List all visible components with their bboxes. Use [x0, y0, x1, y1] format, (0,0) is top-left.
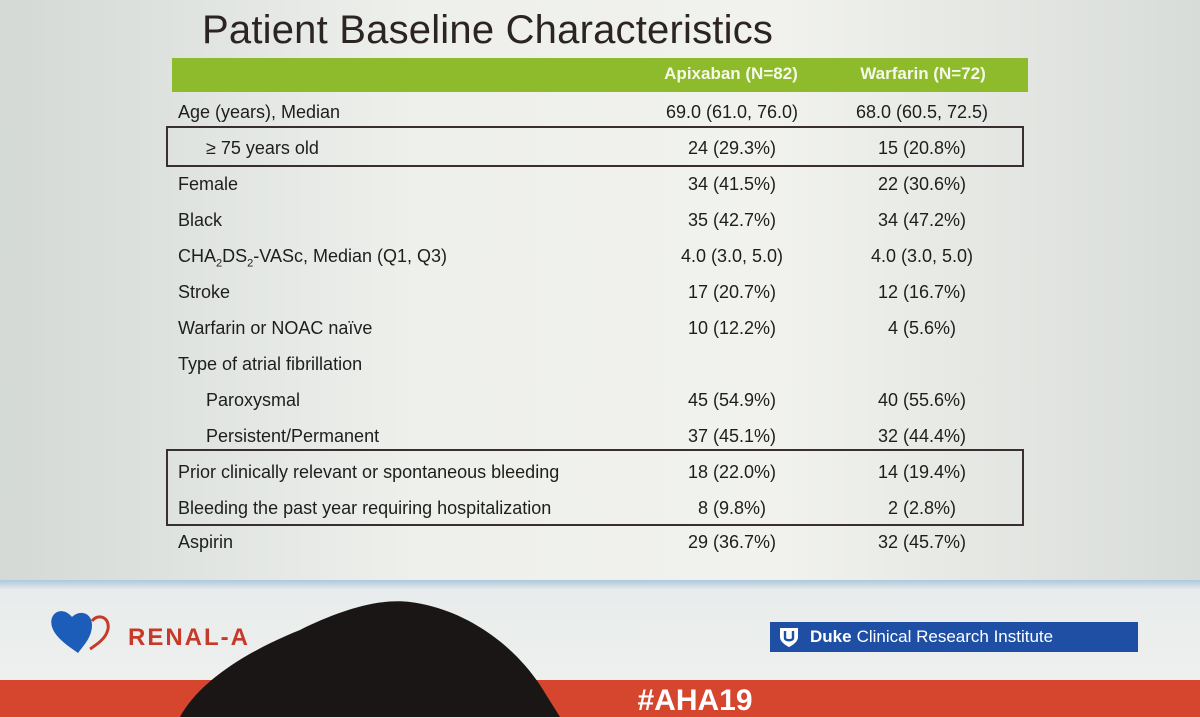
row-label: Persistent/Permanent	[206, 426, 380, 446]
label-part: CHA	[178, 246, 217, 266]
table-row: Aspirin 29 (36.7%) 32 (45.7%)	[172, 525, 1028, 561]
apixaban-value: 34 (41.5%)	[687, 174, 777, 194]
trial-logo-text: RENAL-A	[128, 624, 250, 651]
highlight-box-bleeding	[166, 449, 1024, 526]
conference-hashtag: #AHA19	[637, 684, 753, 717]
warfarin-value: 4.0 (3.0, 5.0)	[870, 246, 974, 266]
row-label: Type of atrial fibrillation	[178, 354, 363, 374]
label-subscript: 2	[216, 257, 223, 270]
apixaban-value: 10 (12.2%)	[687, 318, 777, 338]
table-row: Age (years), Median 69.0 (61.0, 76.0) 68…	[172, 95, 1028, 131]
table-row: CHA2DS2-VASc, Median (Q1, Q3) 4.0 (3.0, …	[172, 239, 1028, 275]
table-row: Prior clinically relevant or spontaneous…	[172, 455, 1028, 491]
table-row: Paroxysmal 45 (54.9%) 40 (55.6%)	[172, 383, 1028, 419]
warfarin-value: 2 (2.8%)	[887, 498, 957, 518]
warfarin-value: 34 (47.2%)	[877, 210, 967, 230]
row-label: Female	[178, 174, 239, 194]
apixaban-value: 35 (42.7%)	[687, 210, 777, 230]
label-part: DS	[222, 246, 248, 266]
table-row: Warfarin or NOAC naïve 10 (12.2%) 4 (5.6…	[172, 311, 1028, 347]
table-row: Bleeding the past year requiring hospita…	[172, 491, 1028, 527]
table-row: ≥ 75 years old 24 (29.3%) 15 (20.8%)	[172, 131, 1028, 167]
apixaban-value: 37 (45.1%)	[687, 426, 777, 446]
row-label: Bleeding the past year requiring hospita…	[178, 498, 552, 518]
row-label: Stroke	[178, 282, 231, 302]
row-label: Warfarin or NOAC naïve	[178, 318, 373, 338]
warfarin-value: 14 (19.4%)	[877, 462, 967, 482]
highlight-box-age75	[166, 126, 1024, 167]
apixaban-value: 24 (29.3%)	[687, 138, 777, 158]
apixaban-value: 18 (22.0%)	[687, 462, 777, 482]
table-row: Black 35 (42.7%) 34 (47.2%)	[172, 203, 1028, 239]
row-label: Paroxysmal	[206, 390, 301, 410]
apixaban-value: 29 (36.7%)	[687, 532, 777, 552]
label-part: -VASc, Median (Q1, Q3)	[253, 246, 448, 266]
institute-name-bold: Duke	[810, 627, 852, 646]
table-header-bar	[172, 58, 1028, 92]
warfarin-value: 40 (55.6%)	[877, 390, 967, 410]
warfarin-value: 22 (30.6%)	[877, 174, 967, 194]
row-label: Prior clinically relevant or spontaneous…	[178, 462, 560, 482]
table-row: Female 34 (41.5%) 22 (30.6%)	[172, 167, 1028, 203]
warfarin-value: 32 (44.4%)	[877, 426, 967, 446]
apixaban-value: 17 (20.7%)	[687, 282, 777, 302]
audience-head-silhouette	[180, 601, 560, 717]
column-header-warfarin: Warfarin (N=72)	[860, 64, 986, 83]
row-label-cha2ds2vasc: CHA2DS2-VASc, Median (Q1, Q3)	[178, 246, 447, 270]
table-row: Type of atrial fibrillation	[172, 347, 1028, 383]
duke-logo: Duke Clinical Research Institute	[770, 622, 1138, 652]
apixaban-value: 69.0 (61.0, 76.0)	[665, 102, 799, 122]
label-subscript: 2	[247, 257, 254, 270]
duke-shield-icon	[780, 628, 798, 647]
warfarin-value: 68.0 (60.5, 72.5)	[855, 102, 989, 122]
apixaban-value: 8 (9.8%)	[697, 498, 767, 518]
warfarin-value: 32 (45.7%)	[877, 532, 967, 552]
warfarin-value: 12 (16.7%)	[877, 282, 967, 302]
warfarin-value: 4 (5.6%)	[887, 318, 957, 338]
column-header-apixaban: Apixaban (N=82)	[664, 64, 798, 83]
slide: Patient Baseline Characteristics Apixaba…	[0, 0, 1200, 580]
table-row: Persistent/Permanent 37 (45.1%) 32 (44.4…	[172, 419, 1028, 455]
apixaban-value: 45 (54.9%)	[687, 390, 777, 410]
institute-name-rest: Clinical Research Institute	[856, 627, 1054, 646]
renal-heart-logo-icon	[51, 611, 110, 653]
slide-title: Patient Baseline Characteristics	[202, 8, 774, 52]
row-label: Age (years), Median	[178, 102, 341, 122]
row-label: Aspirin	[178, 532, 234, 552]
warfarin-value: 15 (20.8%)	[877, 138, 967, 158]
apixaban-value: 4.0 (3.0, 5.0)	[680, 246, 784, 266]
row-label: Black	[178, 210, 223, 230]
table-row: Stroke 17 (20.7%) 12 (16.7%)	[172, 275, 1028, 311]
row-label: ≥ 75 years old	[206, 138, 319, 158]
